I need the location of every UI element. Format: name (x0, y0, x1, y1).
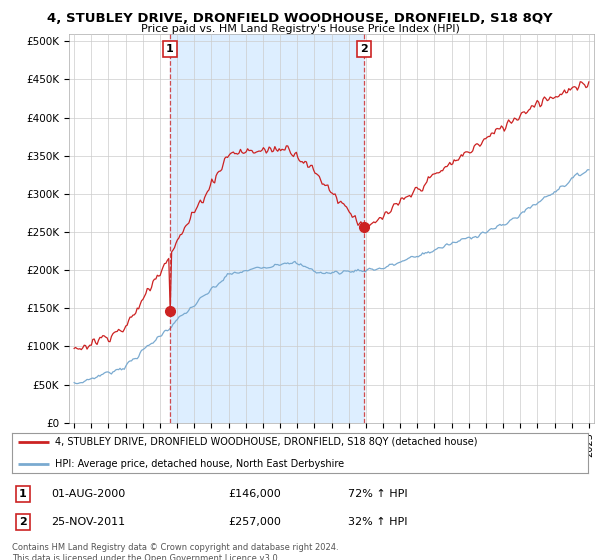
Text: £257,000: £257,000 (228, 517, 281, 527)
Bar (170, 34, 364, 423)
Text: £146,000: £146,000 (228, 489, 281, 499)
Text: 32% ↑ HPI: 32% ↑ HPI (348, 517, 407, 527)
Text: 1: 1 (19, 489, 26, 499)
Text: 2: 2 (19, 517, 26, 527)
Text: 4, STUBLEY DRIVE, DRONFIELD WOODHOUSE, DRONFIELD, S18 8QY: 4, STUBLEY DRIVE, DRONFIELD WOODHOUSE, D… (47, 12, 553, 25)
Text: 4, STUBLEY DRIVE, DRONFIELD WOODHOUSE, DRONFIELD, S18 8QY (detached house): 4, STUBLEY DRIVE, DRONFIELD WOODHOUSE, D… (55, 437, 478, 447)
Text: Contains HM Land Registry data © Crown copyright and database right 2024.
This d: Contains HM Land Registry data © Crown c… (12, 543, 338, 560)
Text: 1: 1 (166, 44, 174, 54)
Text: HPI: Average price, detached house, North East Derbyshire: HPI: Average price, detached house, Nort… (55, 459, 344, 469)
Text: 01-AUG-2000: 01-AUG-2000 (51, 489, 125, 499)
Text: 25-NOV-2011: 25-NOV-2011 (51, 517, 125, 527)
Text: 2: 2 (360, 44, 368, 54)
Text: 72% ↑ HPI: 72% ↑ HPI (348, 489, 407, 499)
Text: Price paid vs. HM Land Registry's House Price Index (HPI): Price paid vs. HM Land Registry's House … (140, 24, 460, 34)
